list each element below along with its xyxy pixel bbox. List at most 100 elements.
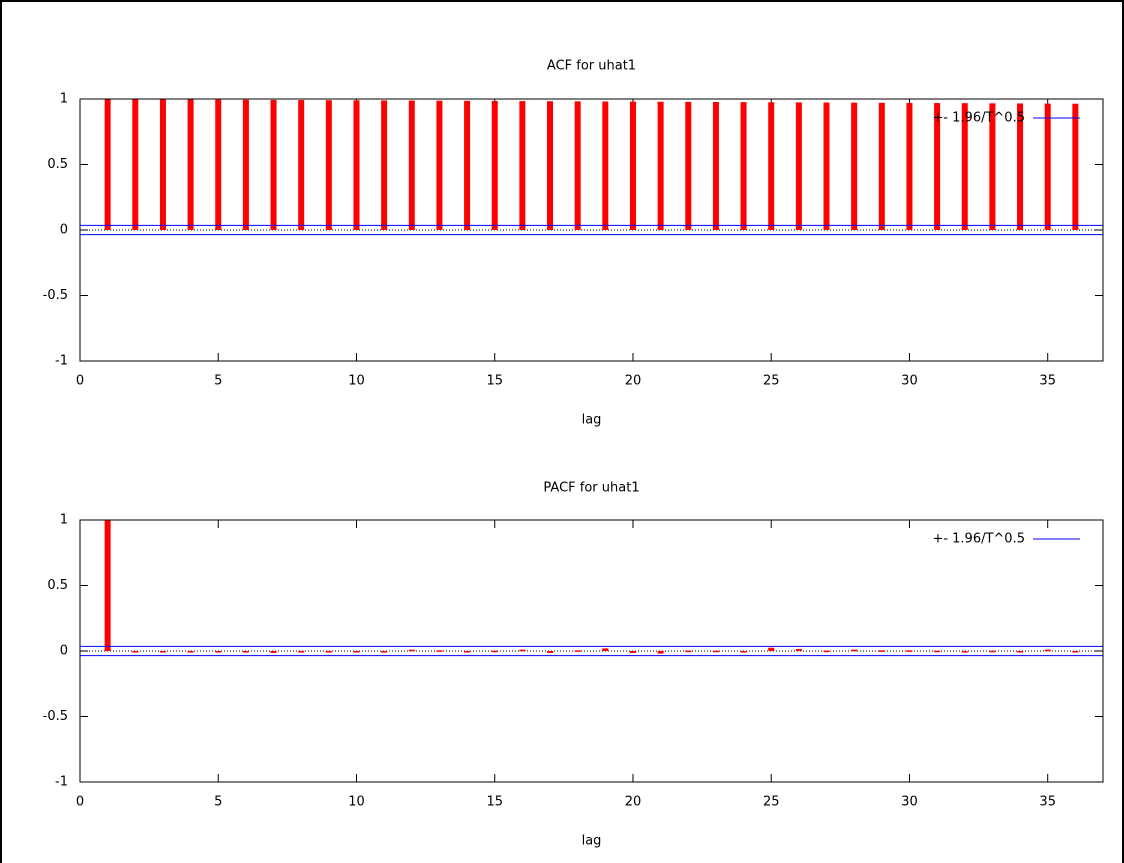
bar [685,650,692,653]
bar [1017,103,1024,230]
bar [851,102,858,230]
bar [353,100,360,230]
bar [547,101,554,231]
y-tick-label: 0.5 [47,578,68,593]
bar [547,651,554,653]
x-tick-label: 5 [214,374,222,389]
bar [270,651,277,653]
y-tick-label: 0.5 [47,157,68,172]
bar [408,649,415,652]
y-tick-label: 1 [60,92,68,107]
bar [989,103,996,230]
y-tick-label: -1 [55,775,68,790]
bar [519,101,526,230]
bar [325,100,332,230]
x-tick-label: 20 [625,374,642,389]
x-tick-label: 25 [763,374,780,389]
plot-frame [79,519,1104,783]
bar [381,100,388,230]
bar [878,650,885,652]
bar [878,102,885,230]
x-tick-label: 10 [348,795,365,810]
bar [215,651,222,653]
bar [381,651,388,653]
bar [242,651,249,653]
bar [795,649,802,651]
bar [132,99,139,231]
bar [823,650,830,653]
bar [187,651,194,653]
bar [159,99,166,230]
bar [519,649,526,652]
bar [1072,651,1079,653]
bar [906,650,913,652]
plot-frame [79,98,1104,362]
bar [657,651,664,654]
x-tick-label: 5 [214,795,222,810]
bar [629,651,636,653]
bar [298,100,305,230]
x-axis-label: lag [582,834,602,849]
y-tick-label: 0 [60,223,68,238]
x-tick-label: 25 [763,795,780,810]
bar [1044,649,1051,652]
y-tick-label: -0.5 [43,709,68,724]
bar [242,99,249,230]
legend-label: +- 1.96/T^0.5 [932,111,1025,126]
bar [906,102,913,230]
bar [491,100,498,230]
x-tick-label: 20 [625,795,642,810]
bar [104,99,111,230]
x-tick-label: 30 [901,374,918,389]
bar [436,100,443,230]
bar [408,100,415,231]
bar [574,650,581,652]
bar [1072,103,1079,230]
bar [961,103,968,230]
bar [934,103,941,230]
chart-title: ACF for uhat1 [547,59,636,74]
x-tick-label: 30 [901,795,918,810]
y-tick-label: -0.5 [43,288,68,303]
bar [989,650,996,653]
x-tick-label: 15 [486,795,503,810]
bar [602,101,609,230]
bar [325,651,332,653]
chart-title: PACF for uhat1 [543,481,639,496]
y-tick-label: -1 [55,354,68,369]
bar [961,651,968,653]
bar [740,102,747,230]
bar [768,647,775,651]
bar [768,102,775,230]
bar [602,648,609,651]
bar [215,99,222,230]
bar [740,651,747,653]
bar [712,650,719,653]
bar [270,99,277,231]
bar [934,650,941,653]
x-tick-label: 15 [486,374,503,389]
bar [464,651,471,653]
legend-label: +- 1.96/T^0.5 [932,532,1025,547]
bar [657,101,664,230]
x-tick-label: 35 [1039,374,1056,389]
x-tick-label: 0 [76,374,84,389]
bar [574,101,581,230]
bar [491,650,498,653]
bar [685,101,692,230]
bar [104,520,111,651]
y-tick-label: 0 [60,644,68,659]
y-tick-label: 1 [60,513,68,528]
bar [1017,651,1024,653]
bar [298,651,305,653]
bar [187,99,194,230]
bar [159,651,166,653]
bar [795,102,802,230]
bar [436,650,443,652]
x-tick-label: 35 [1039,795,1056,810]
x-tick-label: 10 [348,374,365,389]
x-tick-label: 0 [76,795,84,810]
bar [712,102,719,230]
